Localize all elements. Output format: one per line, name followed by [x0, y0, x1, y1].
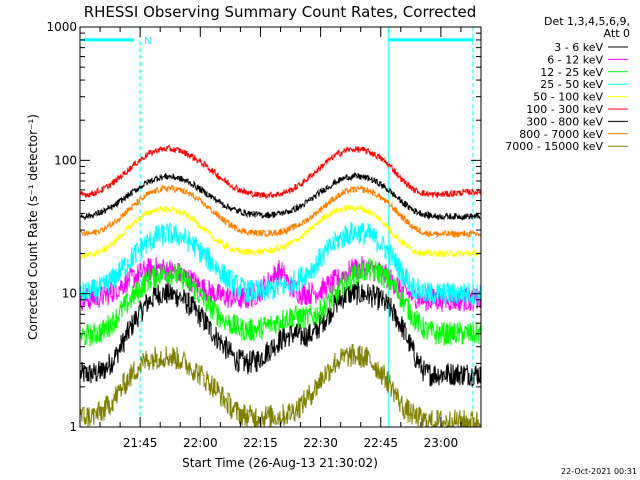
x-tick-label: 22:45: [363, 436, 398, 450]
legend-entry-label: 3 - 6 keV: [554, 41, 603, 54]
legend-entry-label: 100 - 300 keV: [526, 103, 603, 116]
x-tick-label: 23:00: [424, 436, 459, 450]
chart-title: RHESSI Observing Summary Count Rates, Co…: [84, 3, 477, 21]
legend-entry-label: 300 - 800 keV: [526, 115, 603, 128]
series-line-7: [80, 184, 481, 239]
series-layer: [80, 144, 481, 429]
x-tick-label: 22:00: [183, 436, 218, 450]
x-tick-label: 22:15: [243, 436, 278, 450]
series-line-5: [80, 144, 481, 200]
y-tick-label: 10: [62, 287, 77, 301]
series-line-2: [80, 258, 481, 347]
series-line-6: [80, 171, 481, 221]
y-tick-label: 1000: [46, 20, 77, 34]
y-axis-ticks: 1 10 100 1000: [46, 20, 481, 434]
legend-entry-label: 800 - 7000 keV: [519, 128, 603, 141]
legend-header-attenuator: Att 0: [604, 27, 630, 40]
series-line-3: [80, 221, 481, 306]
series-line-4: [80, 203, 481, 260]
legend-header-detectors: Det 1,3,4,5,6,9,: [544, 15, 630, 28]
legend-entry-label: 25 - 50 keV: [540, 78, 603, 91]
y-tick-label: 1: [69, 420, 77, 434]
generation-timestamp: 22-Oct-2021 00:31: [561, 467, 637, 476]
legend-entry-label: 12 - 25 keV: [540, 66, 603, 79]
x-tick-label: 22:30: [303, 436, 338, 450]
x-axis-ticks: 21:45 22:00 22:15 22:30 22:45 23:00: [99, 27, 462, 450]
x-axis-label: Start Time (26-Aug-13 21:30:02): [182, 456, 378, 470]
series-line-0: [80, 281, 481, 387]
legend-entry-label: 6 - 12 keV: [547, 53, 603, 66]
night-marker-label: N: [144, 36, 151, 47]
legend-entry-label: 7000 - 15000 keV: [505, 140, 603, 153]
y-tick-label: 100: [54, 153, 77, 167]
x-tick-label: 21:45: [123, 436, 158, 450]
series-line-8: [80, 343, 481, 429]
flag-markers: N: [82, 27, 474, 427]
y-axis-label: Corrected Count Rate (s⁻¹ detector⁻¹): [26, 114, 40, 340]
legend-entry-label: 50 - 100 keV: [533, 91, 603, 104]
